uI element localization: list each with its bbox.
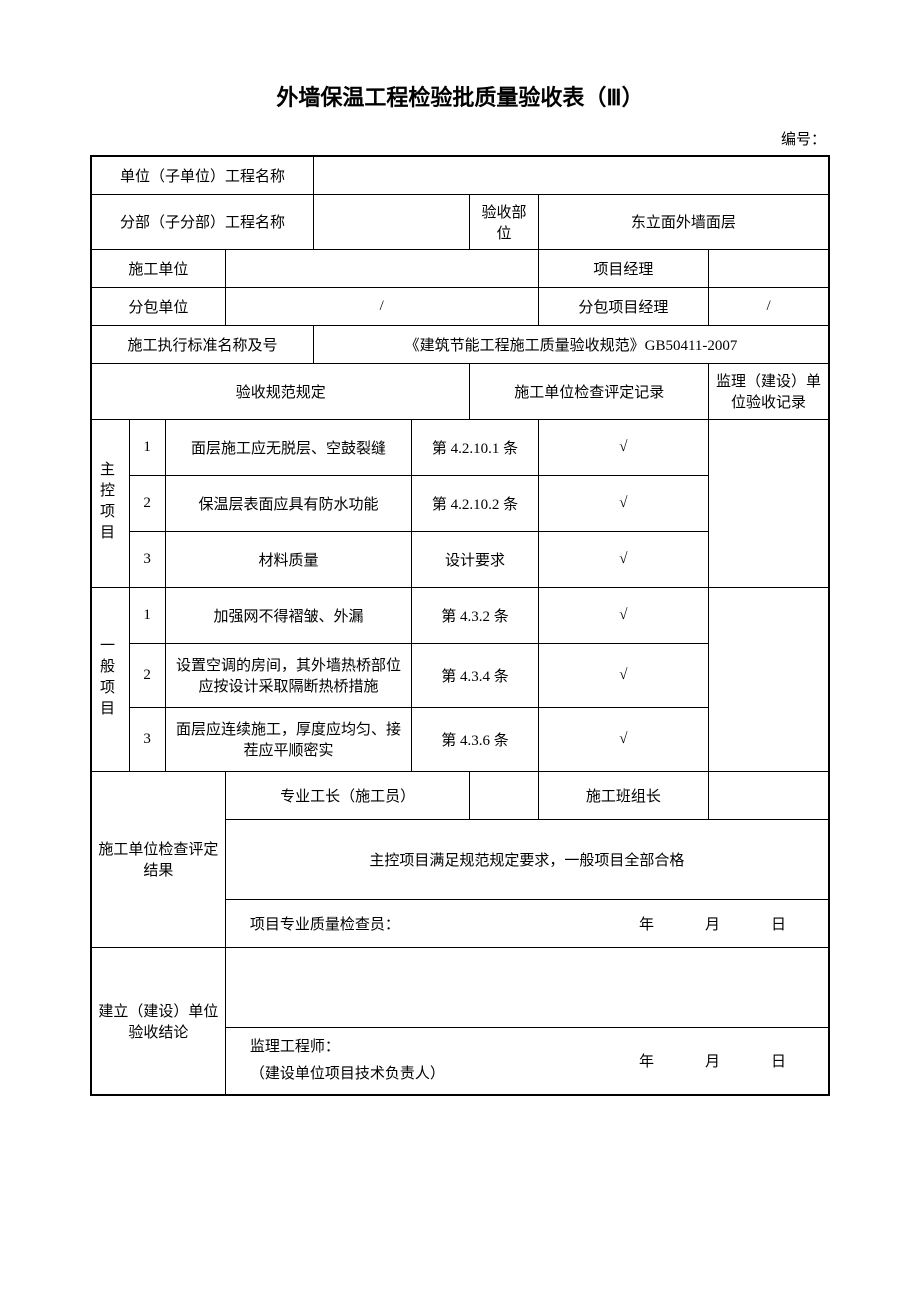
inspector-label: 项目专业质量检查员： <box>250 913 400 934</box>
inspection-table: 单位（子单位）工程名称 分部（子分部）工程名称 验收部位 东立面外墙面层 施工单… <box>90 155 830 1096</box>
main-2-num: 2 <box>129 475 165 531</box>
value-accept-part: 东立面外墙面层 <box>538 194 829 249</box>
date-ymd-2: 年 月 日 <box>639 1050 804 1071</box>
label-acceptance: 建立（建设）单位验收结论 <box>91 947 225 1095</box>
label-unit-name: 单位（子单位）工程名称 <box>91 156 314 194</box>
main-2-desc: 保温层表面应具有防水功能 <box>165 475 412 531</box>
label-foreman: 专业工长（施工员） <box>225 771 470 819</box>
main-1-ref: 第 4.2.10.1 条 <box>412 419 538 475</box>
row-foreman: 施工单位检查评定结果 专业工长（施工员） 施工班组长 <box>91 771 829 819</box>
label-subcontract: 分包单位 <box>91 287 225 325</box>
header-check-record: 施工单位检查评定记录 <box>470 363 709 419</box>
gen-3-ref: 第 4.3.6 条 <box>412 707 538 771</box>
row-subdiv: 分部（子分部）工程名称 验收部位 东立面外墙面层 <box>91 194 829 249</box>
row-standard: 施工执行标准名称及号 《建筑节能工程施工质量验收规范》GB50411-2007 <box>91 325 829 363</box>
accept-blank <box>225 947 829 1027</box>
main-item-1: 主控项目 1 面层施工应无脱层、空鼓裂缝 第 4.2.10.1 条 √ <box>91 419 829 475</box>
gen-3-num: 3 <box>129 707 165 771</box>
gen-3-desc: 面层应连续施工，厚度应均匀、接茬应平顺密实 <box>165 707 412 771</box>
value-teamlead <box>709 771 829 819</box>
gen-item-1: 一般项目 1 加强网不得褶皱、外漏 第 4.3.2 条 √ <box>91 587 829 643</box>
gen-1-num: 1 <box>129 587 165 643</box>
row-subcontract: 分包单位 / 分包项目经理 / <box>91 287 829 325</box>
value-pm <box>709 249 829 287</box>
main-3-num: 3 <box>129 531 165 587</box>
value-unit-name <box>314 156 829 194</box>
label-teamlead: 施工班组长 <box>538 771 708 819</box>
gen-1-check: √ <box>538 587 708 643</box>
main-1-check: √ <box>538 419 708 475</box>
value-const-unit <box>225 249 538 287</box>
main-2-ref: 第 4.2.10.2 条 <box>412 475 538 531</box>
row-unit-name: 单位（子单位）工程名称 <box>91 156 829 194</box>
header-spec: 验收规范规定 <box>91 363 470 419</box>
main-3-check: √ <box>538 531 708 587</box>
gen-2-desc: 设置空调的房间，其外墙热桥部位应按设计采取隔断热桥措施 <box>165 643 412 707</box>
main-1-num: 1 <box>129 419 165 475</box>
value-foreman <box>470 771 538 819</box>
value-subdiv <box>314 194 470 249</box>
main-3-ref: 设计要求 <box>412 531 538 587</box>
row-construction-unit: 施工单位 项目经理 <box>91 249 829 287</box>
engineer-line: 监理工程师： （建设单位项目技术负责人） 年 月 日 <box>225 1027 829 1095</box>
label-const-unit: 施工单位 <box>91 249 225 287</box>
date-ymd-1: 年 月 日 <box>639 913 804 934</box>
gen-2-check: √ <box>538 643 708 707</box>
gen-2-ref: 第 4.3.4 条 <box>412 643 538 707</box>
main-2-check: √ <box>538 475 708 531</box>
value-subcontract: / <box>225 287 538 325</box>
main-1-desc: 面层施工应无脱层、空鼓裂缝 <box>165 419 412 475</box>
gen-3-check: √ <box>538 707 708 771</box>
label-accept-part: 验收部位 <box>470 194 538 249</box>
label-subpm: 分包项目经理 <box>538 287 708 325</box>
page-title: 外墙保温工程检验批质量验收表（Ⅲ） <box>90 80 830 112</box>
main-supervise <box>709 419 829 587</box>
label-pm: 项目经理 <box>538 249 708 287</box>
gen-1-ref: 第 4.3.2 条 <box>412 587 538 643</box>
main-3-desc: 材料质量 <box>165 531 412 587</box>
engineer-label2: （建设单位项目技术负责人） <box>250 1066 445 1082</box>
label-subdiv: 分部（子分部）工程名称 <box>91 194 314 249</box>
label-standard: 施工执行标准名称及号 <box>91 325 314 363</box>
gen-1-desc: 加强网不得褶皱、外漏 <box>165 587 412 643</box>
result-text: 主控项目满足规范规定要求，一般项目全部合格 <box>225 819 829 899</box>
row-headers: 验收规范规定 施工单位检查评定记录 监理（建设）单位验收记录 <box>91 363 829 419</box>
engineer-label1: 监理工程师： <box>250 1039 340 1055</box>
value-subpm: / <box>709 287 829 325</box>
row-acceptance: 建立（建设）单位验收结论 <box>91 947 829 1027</box>
gen-2-num: 2 <box>129 643 165 707</box>
serial-label: 编号： <box>90 128 830 149</box>
label-result: 施工单位检查评定结果 <box>91 771 225 947</box>
value-standard: 《建筑节能工程施工质量验收规范》GB50411-2007 <box>314 325 829 363</box>
header-supervise-record: 监理（建设）单位验收记录 <box>709 363 829 419</box>
group-general: 一般项目 <box>91 587 129 771</box>
gen-supervise <box>709 587 829 771</box>
inspector-line: 项目专业质量检查员： 年 月 日 <box>225 899 829 947</box>
group-main: 主控项目 <box>91 419 129 587</box>
